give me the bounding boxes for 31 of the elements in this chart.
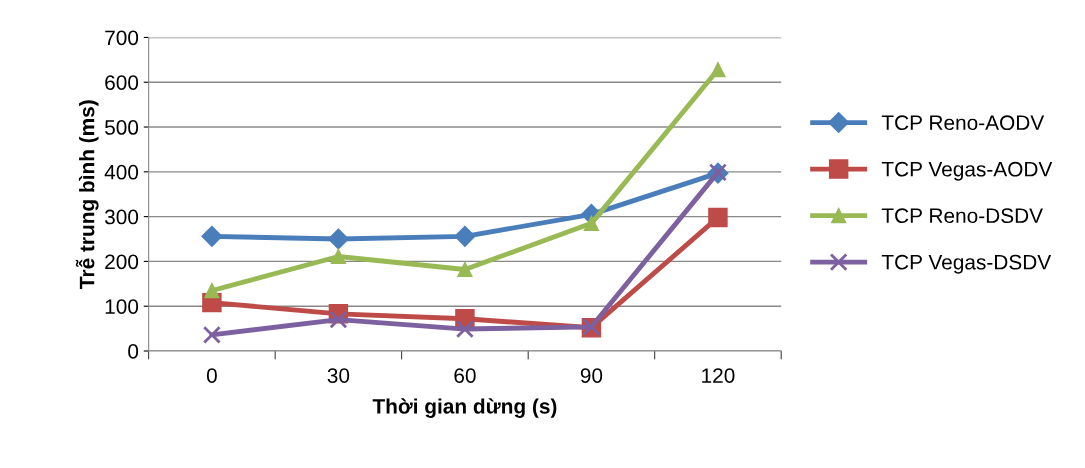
x-tick-label: 90 xyxy=(580,368,603,383)
legend-label: TCP Reno-DSDV xyxy=(881,208,1043,224)
point xyxy=(329,310,348,329)
legend-label: TCP Reno-AODV xyxy=(881,115,1045,131)
point xyxy=(202,325,221,344)
legend-label: TCP Vegas-DSDV xyxy=(881,254,1052,274)
point xyxy=(455,320,474,339)
point xyxy=(708,207,728,228)
x-tick-label: 120 xyxy=(702,368,735,383)
y-tick-label: 500 xyxy=(105,120,139,135)
y-tick-label: 700 xyxy=(105,30,139,46)
y-tick-label: 200 xyxy=(105,254,139,270)
point xyxy=(583,215,600,231)
x-axis-title: Thời gian dừng (s) xyxy=(372,398,557,418)
point xyxy=(710,62,726,78)
y-tick-label: 0 xyxy=(128,344,139,359)
y-axis-title: Trễ trung bình (ms) xyxy=(75,100,99,289)
point xyxy=(454,225,476,247)
x-tick-label: 0 xyxy=(206,368,217,383)
y-tick-label: 400 xyxy=(104,164,139,180)
point xyxy=(327,228,349,250)
point xyxy=(201,225,223,247)
point xyxy=(330,248,347,265)
x-tick-label: 60 xyxy=(454,368,476,383)
y-tick-label: 100 xyxy=(105,299,139,314)
y-tick-label: 600 xyxy=(105,75,139,90)
x-tick-label: 30 xyxy=(327,368,350,383)
y-tick-label: 300 xyxy=(104,209,139,225)
legend-label: TCP Vegas-AODV xyxy=(881,161,1053,181)
point xyxy=(204,282,220,299)
point xyxy=(457,261,473,278)
